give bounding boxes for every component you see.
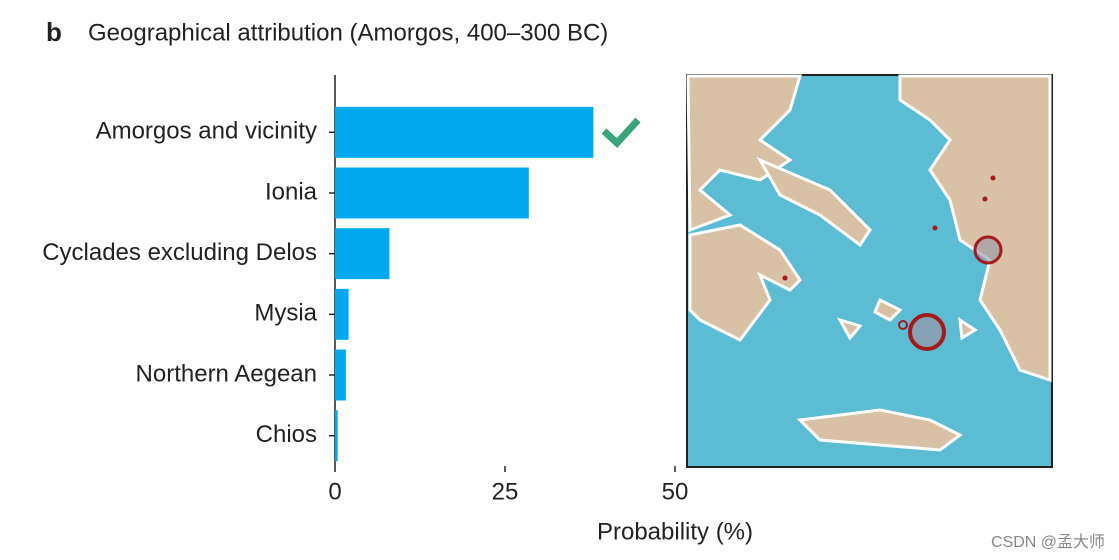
x-axis-label: Probability (%) (597, 518, 753, 545)
y-tick-label: Cyclades excluding Delos (42, 239, 317, 266)
x-tick-label: 25 (492, 478, 519, 505)
map (686, 74, 1053, 468)
y-tick-label: Chios (256, 421, 317, 448)
y-tick-label: Mysia (254, 300, 317, 327)
bar (335, 349, 346, 401)
chart-title: Geographical attribution (Amorgos, 400–3… (88, 19, 608, 46)
bar (335, 410, 338, 462)
bar (335, 228, 390, 280)
check-mark (601, 117, 641, 148)
watermark: CSDN @孟大师 (991, 533, 1105, 551)
panel-label: b (46, 17, 62, 47)
y-tick-label: Ionia (265, 178, 318, 205)
x-tick-label: 50 (662, 478, 689, 505)
y-tick-label: Amorgos and vicinity (96, 118, 317, 145)
y-tick-label: Northern Aegean (136, 360, 317, 387)
bar (335, 288, 349, 340)
bar (335, 167, 529, 219)
x-tick-label: 0 (328, 478, 341, 505)
bar (335, 106, 594, 158)
